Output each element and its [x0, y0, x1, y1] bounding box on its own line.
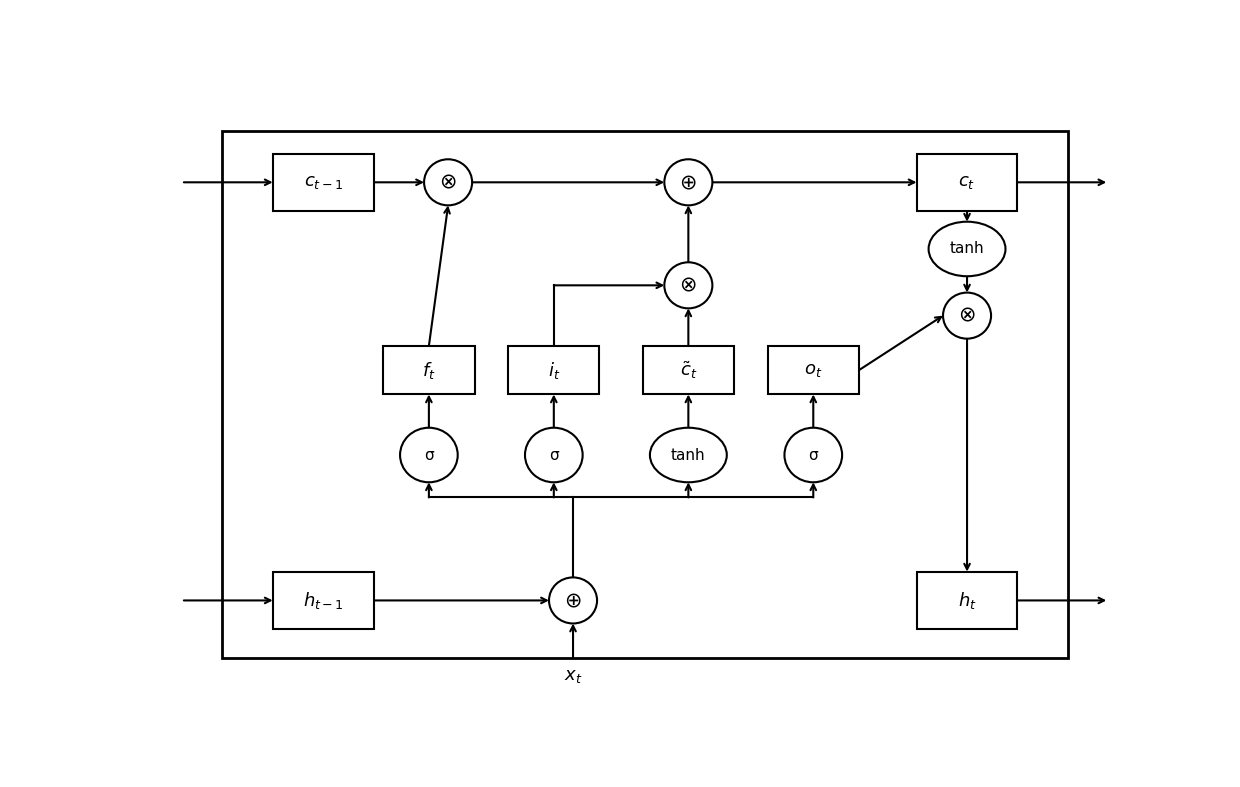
Text: ⊕: ⊕	[564, 590, 582, 611]
Ellipse shape	[650, 428, 727, 482]
Text: $c_t$: $c_t$	[959, 173, 976, 191]
FancyBboxPatch shape	[273, 153, 373, 211]
Text: $o_t$: $o_t$	[804, 361, 822, 379]
FancyBboxPatch shape	[383, 346, 475, 394]
FancyBboxPatch shape	[642, 346, 734, 394]
Text: tanh: tanh	[950, 242, 985, 257]
Ellipse shape	[665, 262, 713, 309]
Ellipse shape	[665, 159, 713, 205]
Text: $x_t$: $x_t$	[564, 667, 583, 685]
Text: ⊕: ⊕	[680, 172, 697, 192]
Ellipse shape	[525, 428, 583, 482]
Text: ⊗: ⊗	[959, 305, 976, 326]
Ellipse shape	[942, 293, 991, 338]
FancyBboxPatch shape	[916, 571, 1018, 630]
FancyBboxPatch shape	[768, 346, 859, 394]
Text: tanh: tanh	[671, 448, 706, 463]
Ellipse shape	[929, 222, 1006, 276]
Text: $\tilde{c}_t$: $\tilde{c}_t$	[680, 360, 697, 381]
Text: $f_t$: $f_t$	[422, 360, 435, 381]
Text: $h_{t-1}$: $h_{t-1}$	[303, 590, 343, 611]
Text: ⊗: ⊗	[680, 275, 697, 295]
Ellipse shape	[401, 428, 458, 482]
Ellipse shape	[785, 428, 842, 482]
Text: $i_t$: $i_t$	[548, 360, 560, 381]
FancyBboxPatch shape	[508, 346, 599, 394]
Ellipse shape	[424, 159, 472, 205]
Text: $h_t$: $h_t$	[957, 590, 976, 611]
Text: σ: σ	[424, 448, 434, 463]
Text: σ: σ	[808, 448, 818, 463]
FancyBboxPatch shape	[222, 131, 1068, 658]
Text: ⊗: ⊗	[439, 172, 456, 192]
Text: $c_{t-1}$: $c_{t-1}$	[304, 173, 342, 191]
Ellipse shape	[549, 578, 598, 623]
Text: σ: σ	[549, 448, 559, 463]
FancyBboxPatch shape	[916, 153, 1018, 211]
FancyBboxPatch shape	[273, 571, 373, 630]
